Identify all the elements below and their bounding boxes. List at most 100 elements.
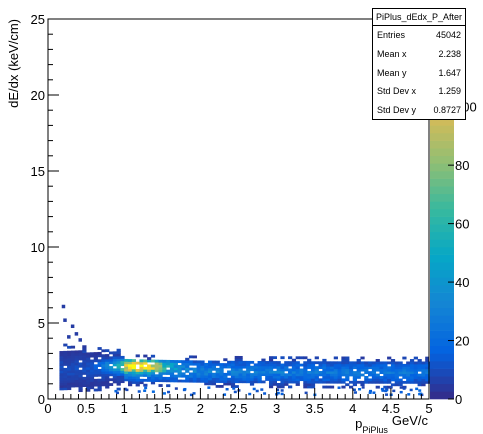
heatmap-cell (238, 380, 243, 384)
heatmap-cell (67, 350, 72, 354)
heatmap-cell (112, 373, 117, 377)
stats-label: Std Dev y (377, 105, 417, 116)
heatmap-cell (352, 383, 358, 387)
heatmap-cell (310, 366, 316, 369)
heatmap-cell (417, 373, 422, 377)
heatmap-cell (322, 375, 327, 379)
palette-segment (430, 269, 454, 278)
heatmap-cell (97, 359, 102, 363)
heatmap-cell (284, 378, 289, 381)
heatmap-cell (128, 380, 133, 384)
heatmap-cell (97, 347, 102, 350)
heatmap-cell (387, 380, 392, 384)
heatmap-cell (284, 366, 289, 369)
heatmap-cell (272, 380, 277, 384)
heatmap-cell (192, 367, 197, 371)
heatmap-cell (173, 362, 178, 366)
heatmap-cell (70, 365, 76, 369)
heatmap-cell (387, 356, 392, 360)
heatmap-cell (394, 361, 399, 365)
heatmap-cell (166, 364, 171, 368)
heatmap-cell (329, 375, 335, 379)
heatmap-cell (74, 365, 79, 368)
heatmap-cell (230, 370, 236, 374)
heatmap-cell (189, 393, 193, 397)
heatmap-cell (406, 361, 411, 365)
heatmap-cell (246, 360, 251, 364)
heatmap-cell (387, 366, 392, 370)
heatmap-cell (253, 375, 258, 379)
heatmap-cell (379, 366, 384, 370)
heatmap-cell (59, 368, 64, 371)
heatmap-cell (225, 387, 229, 391)
heatmap-cell (371, 371, 377, 374)
heatmap-cell (208, 377, 213, 381)
heatmap-cell (284, 363, 289, 367)
heatmap-cell (112, 368, 117, 372)
heatmap-cell (63, 367, 68, 371)
heatmap-cell (322, 361, 327, 365)
heatmap-cell (219, 370, 224, 374)
heatmap-cell (352, 380, 358, 384)
heatmap-cell (419, 392, 423, 396)
heatmap-cell (162, 362, 167, 366)
heatmap-cell (147, 369, 152, 373)
heatmap-cell (105, 378, 110, 382)
heatmap-cell (341, 361, 346, 365)
heatmap-cell (74, 350, 79, 354)
heatmap-cell (288, 375, 293, 379)
heatmap-cell (158, 364, 163, 368)
heatmap-cell (219, 367, 224, 371)
heatmap-cell (59, 372, 64, 376)
heatmap-cell (322, 385, 327, 389)
heatmap-cell (177, 367, 182, 371)
heatmap-cell (371, 361, 377, 365)
heatmap-cell (360, 383, 365, 387)
heatmap-cell (425, 378, 430, 382)
heatmap-cell (74, 372, 79, 376)
heatmap-cell (272, 356, 277, 360)
heatmap-cell (284, 380, 289, 384)
heatmap-cell (246, 380, 251, 384)
heatmap-cell (314, 380, 319, 384)
heatmap-cell (139, 373, 144, 377)
heatmap-cell (260, 388, 264, 391)
heatmap-cell (413, 378, 418, 382)
heatmap-cell (120, 358, 125, 362)
heatmap-cell (97, 373, 102, 377)
heatmap-cell (70, 377, 76, 381)
heatmap-cell (303, 363, 308, 367)
heatmap-cell (208, 372, 213, 376)
heatmap-cell (223, 393, 227, 396)
heatmap-cell (139, 364, 144, 368)
heatmap-cell (158, 367, 163, 370)
heatmap-cell (322, 373, 327, 377)
heatmap-cell (188, 360, 194, 364)
heatmap-cell (185, 369, 190, 373)
heatmap-cell (135, 373, 140, 377)
heatmap-cell (280, 375, 285, 379)
heatmap-cell (345, 358, 350, 362)
heatmap-cell (177, 374, 182, 378)
heatmap-cell (120, 368, 125, 371)
heatmap-cell (208, 360, 213, 364)
heatmap-cell (249, 377, 255, 381)
heatmap-cell (97, 378, 102, 382)
heatmap-cell (128, 361, 133, 365)
x-tick-label: 0.5 (77, 401, 95, 416)
heatmap-cell (337, 380, 342, 384)
heatmap-cell (291, 358, 297, 362)
heatmap-cell (375, 359, 380, 362)
heatmap-cell (67, 384, 72, 388)
heatmap-cell (387, 371, 392, 375)
heatmap-cell (196, 365, 201, 369)
heatmap-cell (169, 379, 175, 383)
heatmap-cell (326, 385, 331, 389)
heatmap-cell (70, 367, 76, 371)
heatmap-cell (116, 370, 121, 374)
heatmap-cell (131, 371, 137, 375)
heatmap-cell (341, 380, 346, 384)
heatmap-cell (67, 360, 72, 364)
stats-value: 0.8727 (433, 105, 461, 116)
heatmap-cell (112, 361, 117, 364)
